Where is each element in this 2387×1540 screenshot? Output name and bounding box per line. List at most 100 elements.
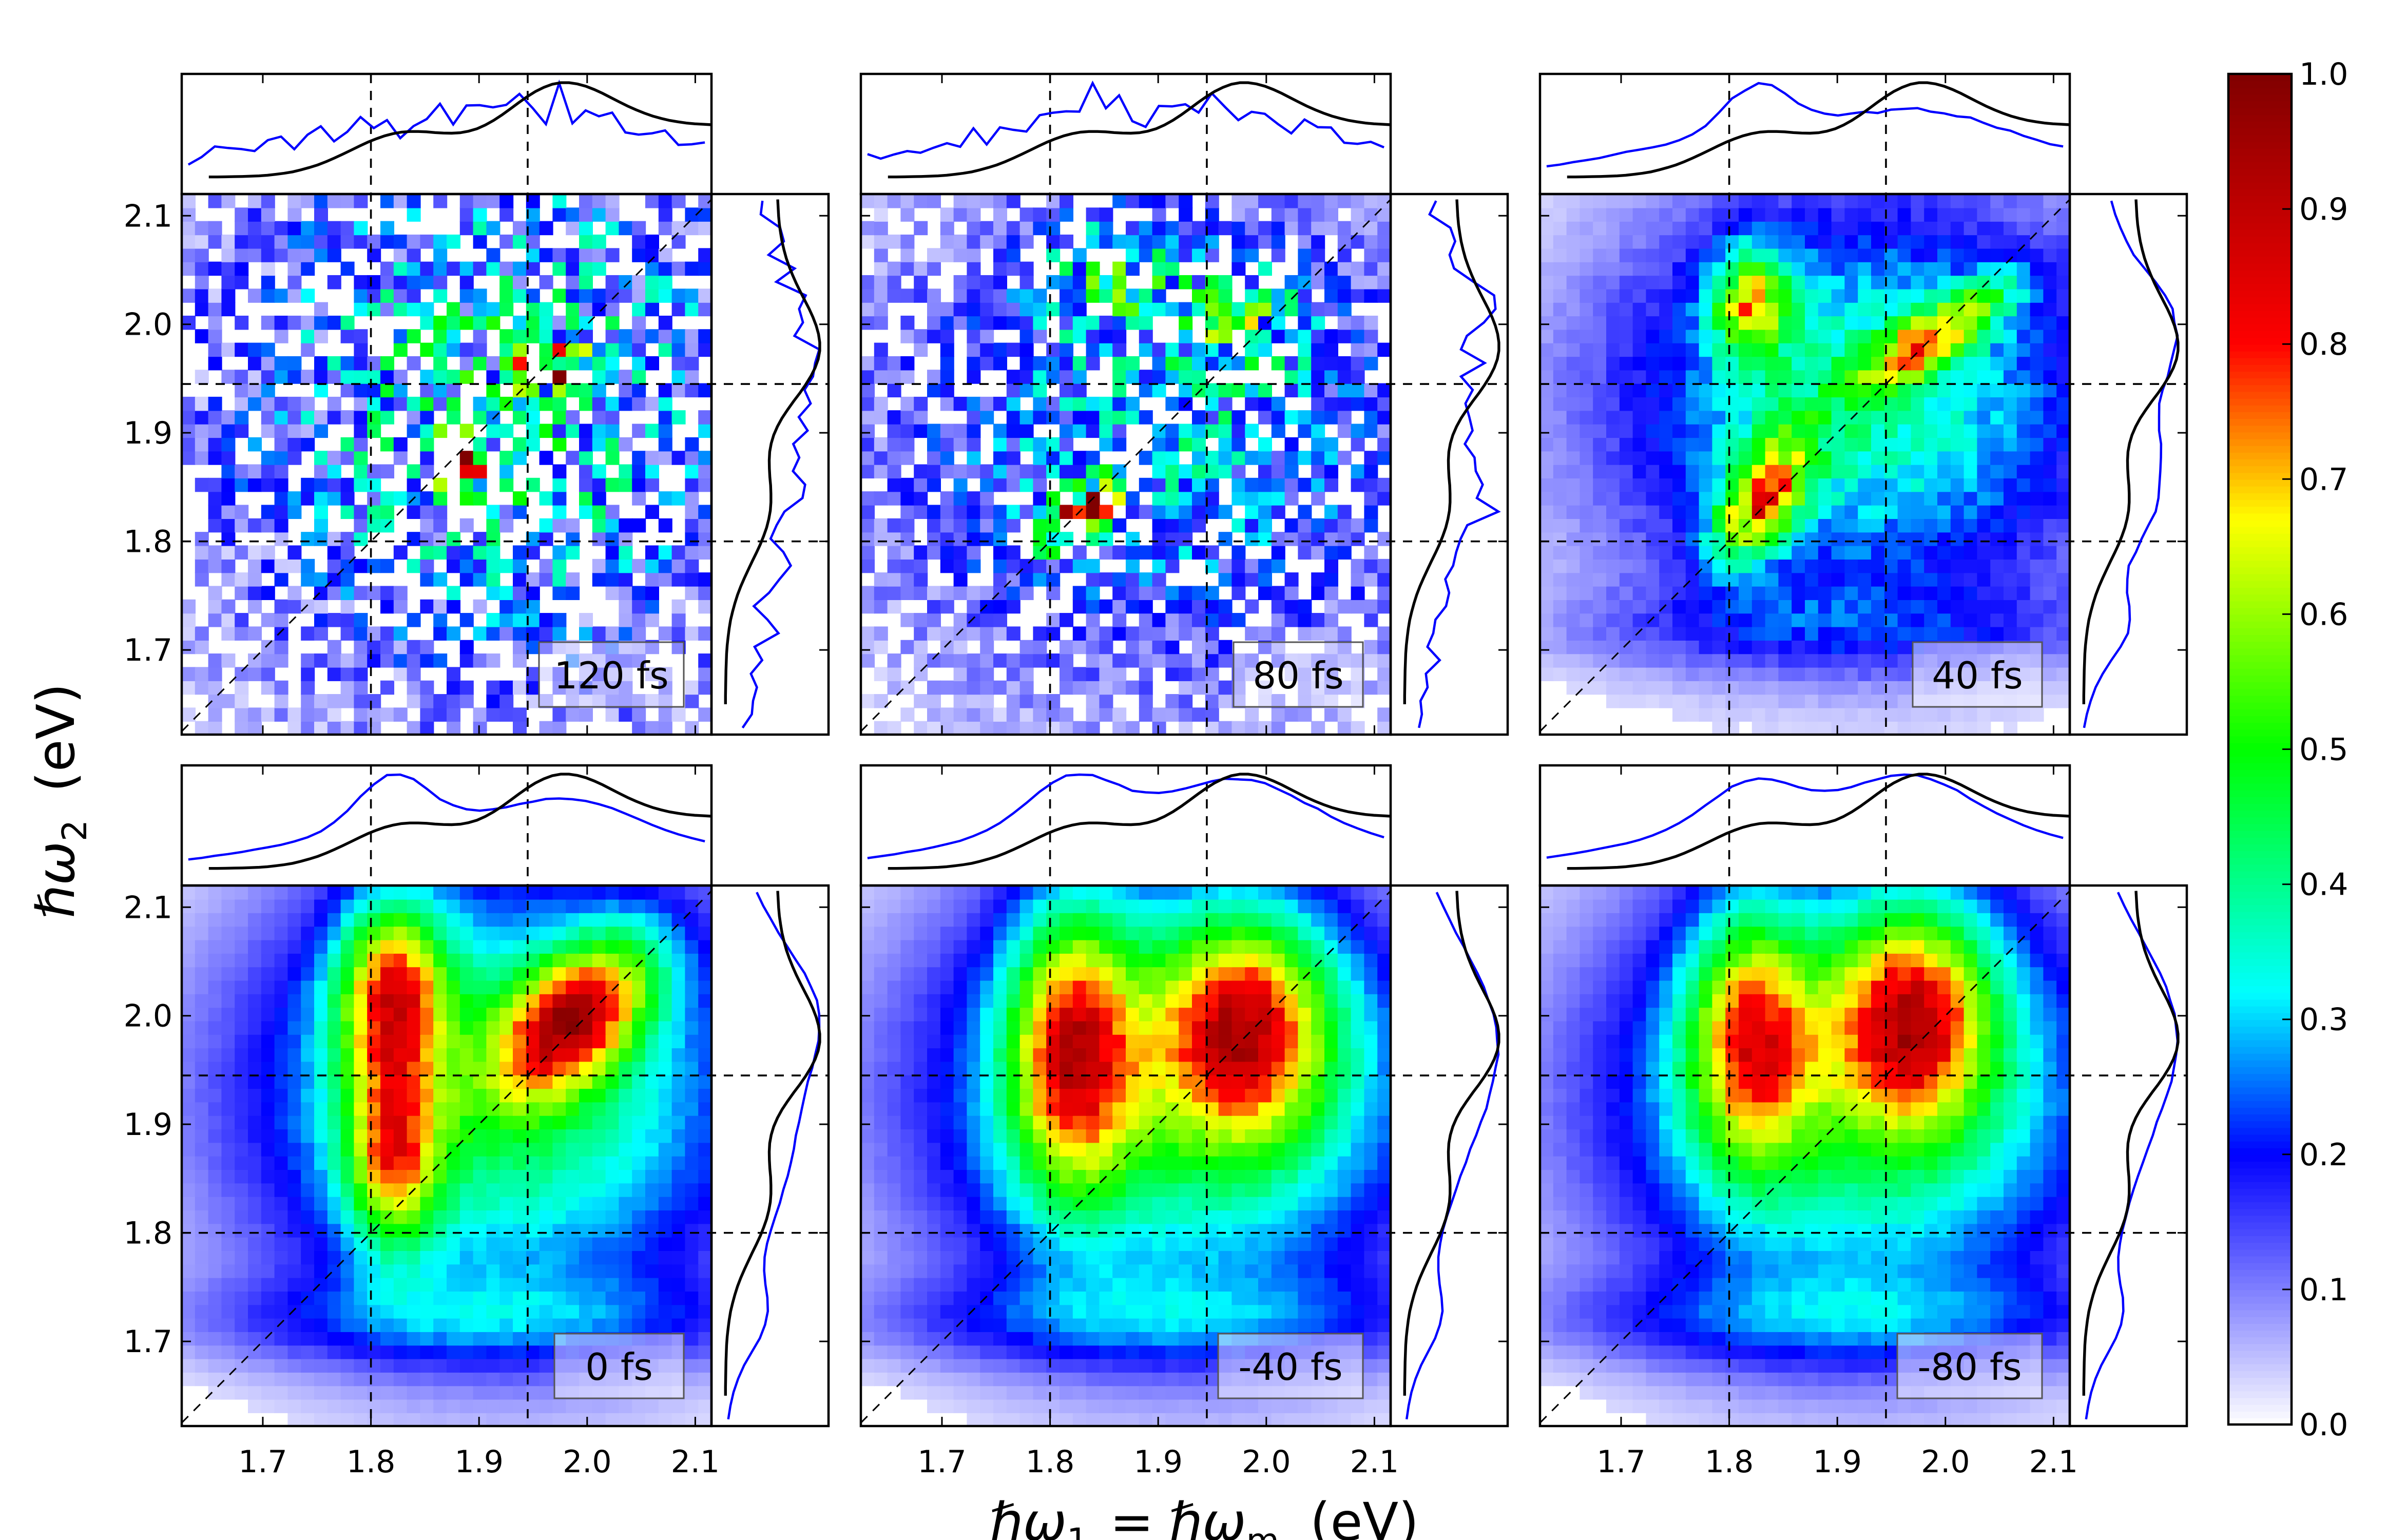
heatmap-cell [248,1291,262,1305]
heatmap-cell [1086,424,1100,438]
heatmap-cell [1672,586,1686,600]
heatmap-cell [1593,586,1607,600]
heatmap-cell [1659,680,1673,695]
heatmap-cell [1566,207,1581,222]
heatmap-cell [658,261,672,276]
heatmap-cell [248,342,262,357]
heatmap-cell [248,721,262,736]
heatmap-cell [1778,694,1793,708]
heatmap-cell [566,1183,580,1197]
heatmap-cell [182,194,196,208]
heatmap-cell [1540,248,1554,262]
heatmap-cell [967,491,981,506]
heatmap-cell [1699,626,1713,641]
heatmap-cell [1593,680,1607,695]
heatmap-cell [513,1277,527,1292]
heatmap-cell [1072,275,1087,290]
heatmap-cell [1060,207,1073,222]
heatmap-cell [1311,370,1325,384]
heatmap-cell [1099,545,1113,560]
heatmap-cell [685,1115,699,1130]
heatmap-cell [1950,261,1965,276]
heatmap-cell [1060,559,1073,573]
heatmap-cell [1179,383,1193,398]
heatmap-cell [927,653,941,668]
heatmap-cell [632,1156,646,1170]
heatmap-cell [340,613,355,627]
heatmap-cell [1792,424,1806,438]
heatmap-cell [235,1074,249,1089]
heatmap-cell [433,356,448,371]
heatmap-cell [1778,451,1793,465]
heatmap-cell [914,424,928,438]
heatmap-cell [248,356,262,371]
heatmap-cell [993,261,1007,276]
heatmap-cell [287,1358,302,1373]
heatmap-cell [261,667,275,681]
heatmap-cell [1818,194,1832,208]
heatmap-cell [1924,532,1938,546]
heatmap-cell [513,1196,527,1211]
heatmap-cell [1566,640,1581,654]
heatmap-cell [685,694,699,708]
heatmap-cell [1937,410,1951,425]
heatmap-cell [1006,194,1021,208]
heatmap-cell [1778,370,1793,384]
heatmap-cell [887,559,901,573]
heatmap-cell [1739,302,1753,317]
heatmap-cell [1258,464,1272,479]
heatmap-cell [1977,383,1991,398]
heatmap-cell [513,396,527,411]
heatmap-cell [993,721,1007,736]
heatmap-cell [274,1318,288,1332]
heatmap-cell [327,410,341,425]
heatmap-cell [1553,396,1567,411]
heatmap-cell [1298,342,1312,357]
heatmap-cell [552,261,567,276]
heatmap-cell [861,518,875,533]
heatmap-cell [2004,396,2017,411]
heatmap-cell [1805,464,1819,479]
heatmap-cell [993,572,1007,587]
heatmap-cell [459,491,474,506]
heatmap-cell [221,370,236,384]
heatmap-cell [927,707,941,722]
heatmap-cell [2016,396,2031,411]
heatmap-cell [1060,640,1073,654]
heatmap-cell [1086,275,1100,290]
heatmap-cell [1060,410,1073,425]
heatmap-cell [1580,653,1594,668]
heatmap-cell [1937,451,1951,465]
heatmap-cell [685,1372,699,1387]
heatmap-cell [632,451,646,465]
heatmap-cell [658,1061,672,1075]
heatmap-cell [1377,559,1392,573]
heatmap-cell [1046,194,1061,208]
heatmap-cell [1765,315,1779,330]
heatmap-cell [874,396,888,411]
heatmap-cell [2043,451,2057,465]
heatmap-cell [1298,410,1312,425]
heatmap-cell [658,1183,672,1197]
heatmap-cell [248,1115,262,1130]
heatmap-cell [1284,370,1299,384]
heatmap-cell [473,261,487,276]
heatmap-cell [1964,383,1978,398]
heatmap-cell [447,1183,460,1197]
heatmap-cell [486,1237,500,1251]
heatmap-cell [887,518,901,533]
heatmap-cell [645,1128,659,1143]
heatmap-cell [182,288,196,303]
heatmap-cell [539,1412,553,1427]
heatmap-cell [380,586,394,600]
heatmap-cell [221,1264,236,1278]
heatmap-cell [1937,234,1951,249]
heatmap-cell [195,626,209,641]
heatmap-cell [967,505,981,519]
heatmap-cell [1284,410,1299,425]
heatmap-cell [1566,194,1581,208]
heatmap-cell [513,1115,527,1130]
heatmap-cell [1192,248,1206,262]
heatmap-cell [1271,545,1285,560]
heatmap-cell [1046,572,1061,587]
